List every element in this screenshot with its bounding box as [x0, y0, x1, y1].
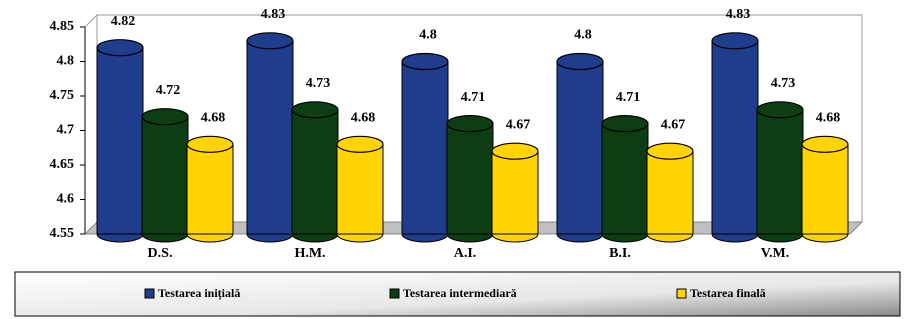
bar-top [246, 32, 294, 50]
y-tick-label: 4.75 [50, 88, 75, 103]
bar-top [336, 135, 384, 153]
legend-box [14, 271, 901, 317]
bar-top [291, 101, 339, 119]
y-tick-label: 4.6 [57, 192, 75, 207]
data-label: 4.68 [816, 111, 841, 126]
y-tick-label: 4.8 [57, 54, 75, 69]
x-tick-label: H.M. [294, 246, 325, 261]
x-tick-label: B.I. [609, 246, 631, 261]
bar [446, 123, 494, 235]
legend-label: Testarea intermediară [403, 286, 517, 300]
data-label: 4.8 [419, 28, 437, 43]
bar-top [446, 114, 494, 133]
bar-top [186, 135, 234, 153]
bar [336, 143, 384, 235]
data-label: 4.67 [661, 117, 686, 132]
data-label: 4.68 [351, 111, 376, 126]
bar-top [141, 108, 189, 126]
x-tick-label: V.M. [761, 246, 790, 261]
bar [646, 150, 694, 235]
data-label: 4.68 [201, 111, 226, 126]
legend-swatch [676, 288, 687, 299]
data-label: 4.82 [111, 14, 136, 29]
bar [186, 143, 234, 235]
legend-swatch [144, 288, 155, 299]
bar-top [646, 142, 694, 160]
y-tick-label: 4.55 [50, 226, 75, 241]
bar [801, 143, 849, 235]
bar [601, 123, 649, 235]
data-label: 4.73 [771, 76, 796, 91]
y-tick-label: 4.65 [50, 157, 75, 172]
bar [246, 40, 294, 235]
y-tick-label: 4.85 [50, 19, 75, 34]
bar-top [96, 39, 144, 57]
bar-top [491, 142, 539, 160]
legend-swatch [389, 288, 400, 299]
bar-top [601, 114, 649, 133]
data-label: 4.71 [616, 90, 641, 105]
data-label: 4.72 [156, 83, 181, 98]
bar [96, 47, 144, 235]
bar [556, 61, 604, 235]
x-tick-label: D.S. [148, 246, 173, 261]
data-label: 4.73 [306, 76, 331, 91]
bar [291, 109, 339, 235]
bar [401, 61, 449, 235]
data-label: 4.83 [726, 7, 751, 22]
data-label: 4.67 [506, 117, 531, 132]
bar [141, 116, 189, 235]
bar [756, 109, 804, 235]
data-label: 4.8 [574, 28, 592, 43]
bar [491, 150, 539, 235]
data-label: 4.71 [461, 90, 486, 105]
legend-label: Testarea inițială [158, 286, 240, 301]
bar-top [401, 52, 449, 71]
bar-top [711, 32, 759, 50]
wall-edge [84, 14, 98, 28]
bar-top [801, 135, 849, 153]
bar [711, 40, 759, 235]
x-tick-label: A.I. [454, 246, 477, 261]
y-tick-label: 4.7 [57, 123, 75, 138]
data-label: 4.83 [261, 7, 286, 22]
legend-label: Testarea finală [690, 286, 766, 300]
bar-top [756, 101, 804, 119]
bar-top [556, 52, 604, 71]
